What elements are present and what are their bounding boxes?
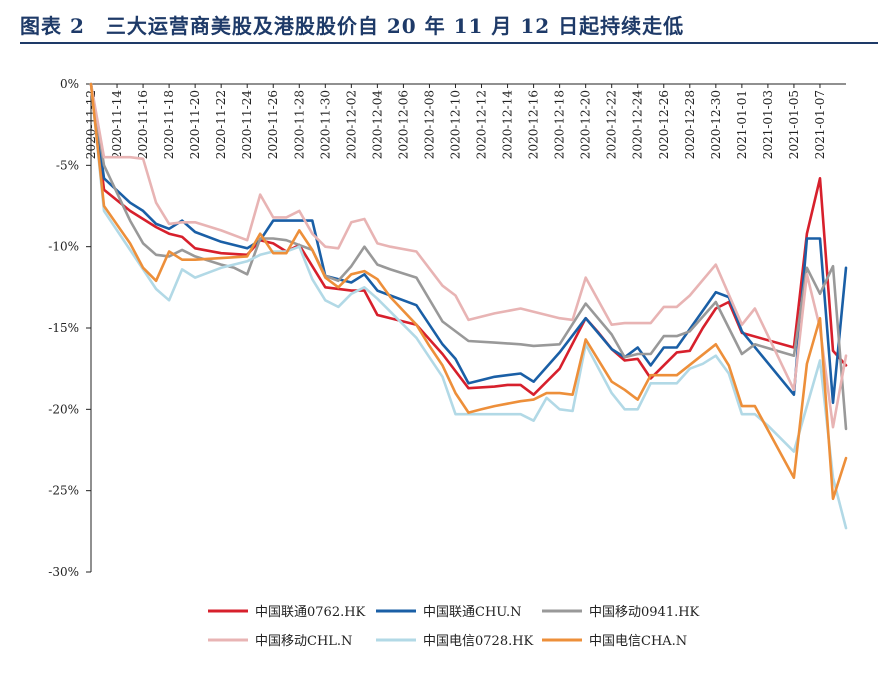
x-tick-label: 2020-11-28 [292,90,306,159]
x-tick-label: 2020-11-22 [214,90,228,159]
x-tick-label: 2020-12-04 [370,90,384,160]
legend-label: 中国移动CHL.N [255,634,352,649]
y-tick-label: -5% [56,158,79,172]
legend-label: 中国移动0941.HK [589,605,700,620]
series-line-4 [89,82,848,429]
x-tick-label: 2020-12-22 [605,90,619,159]
x-tick-label: 2020-12-02 [344,90,358,159]
x-tick-label: 2020-12-20 [579,90,593,159]
y-tick-label: 0% [60,77,79,91]
x-tick-label: 2021-01-03 [761,90,775,159]
x-tick-label: 2020-12-24 [631,90,645,160]
x-tick-label: 2020-12-26 [657,90,671,159]
series-line-3 [89,82,848,431]
x-tick-label: 2020-12-30 [709,90,723,159]
x-tick-label: 2020-11-14 [110,90,124,160]
title-rule [20,42,878,44]
x-tick-label: 2020-11-30 [318,90,332,159]
y-tick-label: -15% [48,321,79,335]
x-tick-label: 2020-12-28 [683,90,697,159]
page-title: 图表 2 三大运营商美股及港股股价自 20 年 11 月 12 日起持续走低 [20,14,685,38]
x-tick-label: 2020-12-06 [396,90,410,159]
x-tick-label: 2021-01-07 [813,90,827,159]
series-line-5 [89,82,848,530]
x-tick-label: 2020-12-18 [553,90,567,159]
series-line-6 [89,82,848,501]
x-tick-label: 2020-11-24 [240,90,254,160]
x-tick-label: 2021-01-05 [787,90,801,159]
title-bar: 图表 2 三大运营商美股及港股股价自 20 年 11 月 12 日起持续走低 [0,0,882,44]
x-tick-label: 2020-12-14 [501,90,515,160]
x-tick-label: 2020-11-16 [136,90,150,159]
x-tick-label: 2020-12-08 [422,90,436,159]
x-tick-label: 2020-12-12 [475,90,489,159]
x-tick-label: 2020-11-26 [266,90,280,159]
x-tick-label: 2020-11-18 [162,90,176,159]
x-tick-label: 2021-01-01 [735,90,749,159]
legend-label: 中国电信CHA.N [589,634,687,649]
legend-label: 中国联通0762.HK [255,605,366,620]
series-line-2 [89,82,848,405]
legend-label: 中国电信0728.HK [423,634,534,649]
x-tick-label: 2020-12-16 [527,90,541,159]
series-line-1 [89,82,848,397]
y-tick-label: -10% [48,240,79,254]
x-tick-label: 2020-12-10 [448,90,462,159]
y-tick-label: -20% [48,402,79,416]
legend-label: 中国联通CHU.N [423,605,522,620]
y-tick-label: -30% [48,565,79,579]
x-tick-label: 2020-11-20 [188,90,202,159]
y-tick-label: -25% [48,484,79,498]
